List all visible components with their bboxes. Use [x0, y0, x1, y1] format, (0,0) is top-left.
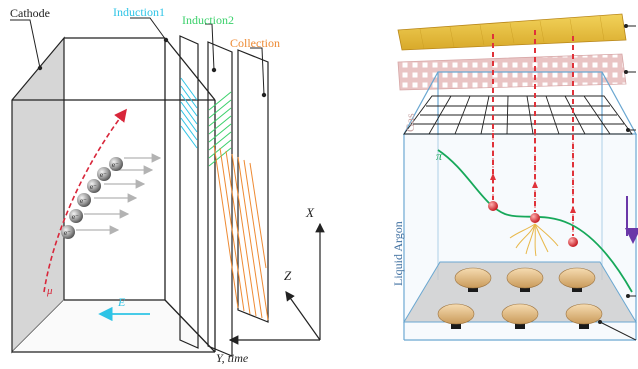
electron: [109, 157, 123, 171]
liquid-argon-label: Liquid Argon: [391, 221, 405, 286]
induction1-label: Induction1: [113, 5, 165, 19]
extraction-grid: [403, 95, 633, 135]
electron-label: e⁻: [80, 197, 87, 205]
induction2-label: Induction2: [182, 13, 234, 27]
signal-arrowheads: [490, 173, 576, 213]
anode-grid-lines: [419, 15, 605, 50]
scintillation-light: [509, 223, 559, 257]
induction1-wires: [180, 77, 198, 149]
pion-label: π: [436, 149, 443, 163]
pmt-array: [437, 267, 603, 329]
electron-clusters: e⁻ e⁻ e⁻ e⁻ e⁻ e⁻: [61, 157, 123, 239]
axis-z-label: Z: [284, 268, 292, 283]
gas-label: Gas: [403, 113, 417, 132]
induction1-plane: [179, 35, 199, 349]
muon-track: [43, 108, 127, 293]
leader-lines: [10, 17, 265, 96]
axis-x-label: X: [305, 205, 315, 220]
coordinate-axes: [228, 222, 325, 345]
collection-plane: [237, 49, 269, 323]
electron: [77, 193, 91, 207]
axis-y-label: Y, time: [216, 351, 249, 365]
ionization-cluster: [488, 201, 498, 211]
efield-label: E: [117, 295, 126, 309]
pmt: [437, 303, 475, 329]
pmt: [558, 267, 596, 292]
electron-label: e⁻: [72, 213, 79, 221]
drift-lines: [492, 130, 574, 236]
electron: [69, 209, 83, 223]
cathode-plane: [11, 36, 65, 354]
cathode-label: Cathode: [10, 6, 50, 20]
ionization-cluster: [568, 237, 578, 247]
pmt: [454, 267, 492, 292]
pmt: [501, 303, 539, 329]
pmt: [565, 303, 603, 329]
electron-label: e⁻: [64, 229, 71, 237]
tpc-left-diagram: e⁻ e⁻ e⁻ e⁻ e⁻ e⁻ μ E Cathode Induction1: [10, 5, 325, 365]
ionization-cluster: [530, 213, 540, 223]
electron-label: e⁻: [90, 183, 97, 191]
electron: [97, 167, 111, 181]
right-leader-lines: [599, 25, 637, 341]
tpc-box-edges: [12, 37, 216, 353]
induction2-plane: [207, 41, 233, 357]
pmt: [506, 267, 544, 292]
right-leader-dots: [598, 24, 630, 324]
tpc-floor: [12, 300, 215, 352]
drift-arrows: [76, 153, 162, 235]
collection-wires: [213, 144, 269, 321]
electron: [87, 179, 101, 193]
electron: [61, 225, 75, 239]
electron-label: e⁻: [100, 171, 107, 179]
dual-phase-tpc-diagram: π: [391, 13, 638, 341]
leader-dots: [37, 37, 267, 98]
muon-label: μ: [46, 285, 53, 297]
collection-label: Collection: [230, 36, 280, 50]
electron-label: e⁻: [112, 161, 119, 169]
induction2-wires: [208, 91, 232, 167]
